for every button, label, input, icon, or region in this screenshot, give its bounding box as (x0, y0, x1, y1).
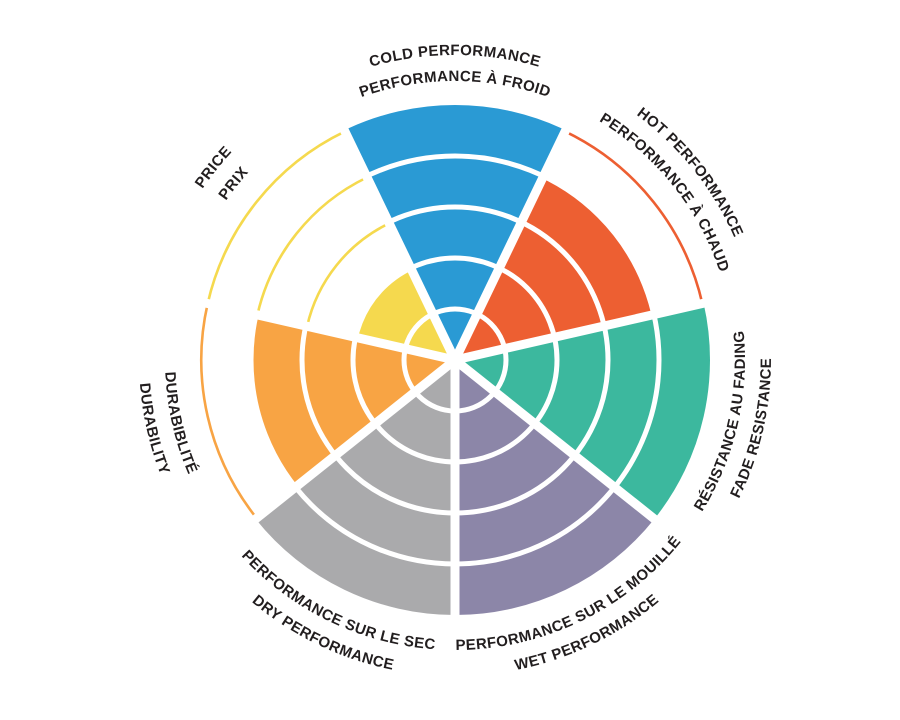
segment-divider-1 (453, 297, 711, 365)
segment-fills (250, 104, 711, 615)
ring-outline-price-4 (256, 176, 368, 316)
ring-outline-hot-5 (564, 130, 704, 304)
label-cold-fr: PERFORMANCE À FROID (357, 68, 553, 101)
segment-wet-fill (455, 360, 655, 615)
segment-divider-6 (337, 122, 460, 362)
segment-dry-fill (255, 360, 455, 615)
segment-divider-0 (450, 122, 573, 362)
segment-divider-4 (248, 356, 458, 527)
label-cold-fr-text: PERFORMANCE À FROID (357, 68, 552, 101)
segment-cold-fill (344, 104, 566, 360)
label-cold-en: COLD PERFORMANCE (367, 42, 542, 71)
segment-divider-5 (199, 297, 457, 365)
ring-outline-price-5 (206, 130, 346, 304)
label-cold-en-text: COLD PERFORMANCE (367, 42, 542, 71)
label-hot-en: HOT PERFORMANCE (634, 104, 747, 239)
ring-outline-durability-5 (200, 303, 258, 519)
ring-outline-price-3 (305, 222, 390, 327)
segment-fade-fill (455, 303, 711, 519)
segment-dividers (199, 122, 711, 621)
label-hot-en-text: HOT PERFORMANCE (634, 104, 746, 239)
segment-divider-2 (452, 356, 662, 527)
unfilled-ring-outline-arcs (200, 130, 704, 519)
